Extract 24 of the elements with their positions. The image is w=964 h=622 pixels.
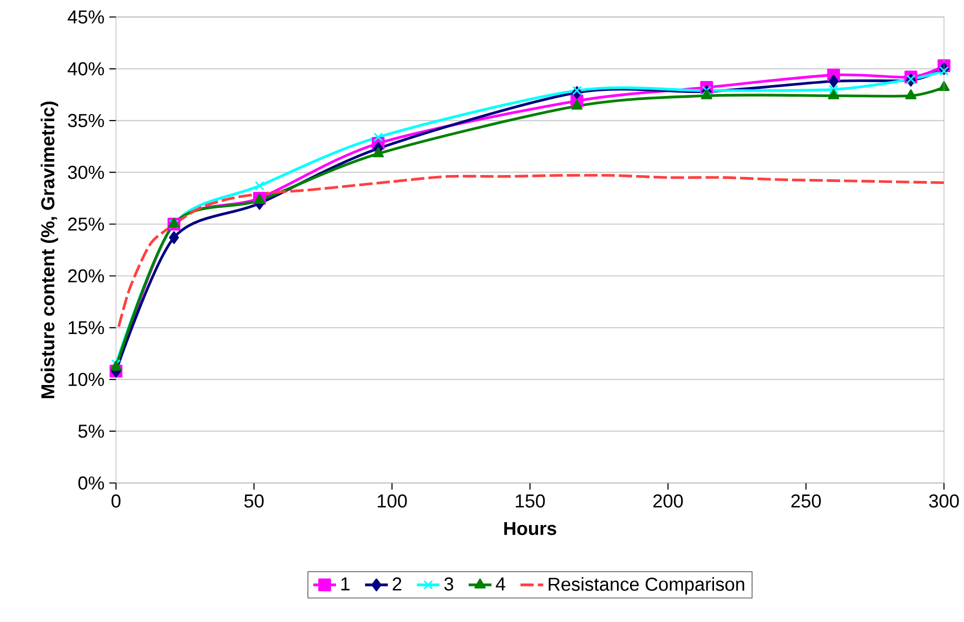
x-tick-label: 200 — [653, 494, 683, 508]
y-tick-label: 20% — [68, 269, 104, 282]
y-tick-label: 15% — [68, 321, 104, 334]
y-axis-title: Moisture content (%, Gravimetric) — [40, 102, 58, 398]
legend-label: 4 — [496, 577, 506, 590]
y-tick-label: 25% — [68, 217, 104, 231]
y-tick-label: 45% — [68, 10, 104, 24]
y-tick-label: 30% — [68, 166, 104, 179]
y-tick-label: 0% — [78, 476, 104, 490]
x-tick-label: 100 — [378, 494, 407, 508]
y-tick-label: 5% — [78, 424, 104, 438]
x-axis-title: Hours — [504, 522, 556, 536]
x-tick-label: 50 — [244, 494, 264, 508]
legend-label: 2 — [392, 577, 402, 590]
y-tick-label: 35% — [68, 114, 104, 128]
y-tick-label: 10% — [68, 372, 104, 386]
legend-label: Resistance Comparison — [548, 577, 744, 595]
x-tick-label: 0 — [112, 494, 120, 508]
legend-label: 3 — [444, 577, 454, 591]
x-tick-label: 250 — [791, 494, 821, 508]
legend-label: 1 — [341, 577, 350, 590]
y-tick-label: 40% — [68, 62, 104, 76]
x-tick-label: 150 — [516, 494, 545, 508]
x-tick-label: 300 — [929, 494, 959, 508]
